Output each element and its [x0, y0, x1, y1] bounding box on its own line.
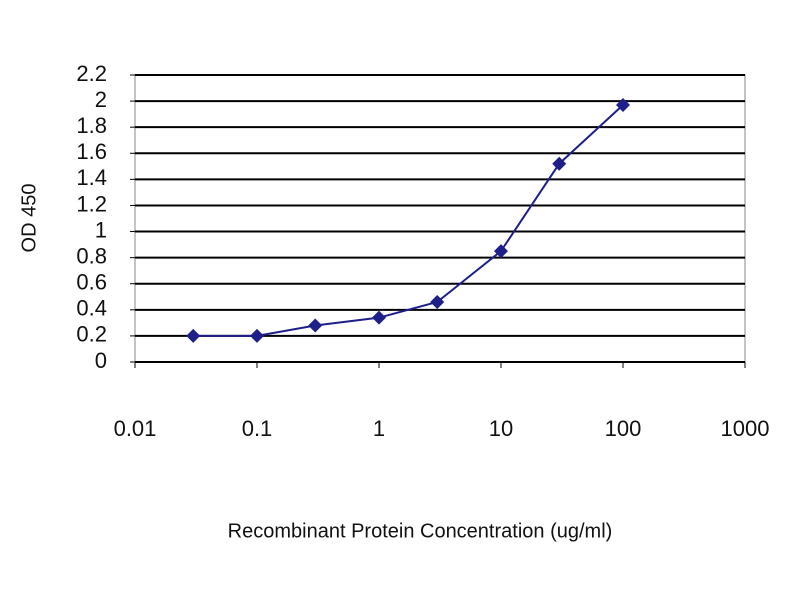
x-tick-label: 0.1 — [242, 416, 273, 441]
y-tick-label: 0.8 — [76, 243, 107, 268]
y-tick-label: 1.4 — [76, 165, 107, 190]
y-tick-label: 1.8 — [76, 113, 107, 138]
y-tick-label: 1.2 — [76, 191, 107, 216]
data-point — [494, 244, 508, 259]
x-tick-label: 1000 — [721, 416, 770, 441]
y-tick-label: 0.2 — [76, 322, 107, 347]
y-tick-label: 0.4 — [76, 296, 107, 321]
data-point — [616, 98, 630, 113]
data-point — [552, 156, 567, 171]
y-tick-label: 0 — [95, 348, 107, 373]
y-tick-label: 2.2 — [76, 61, 107, 86]
data-point — [430, 294, 445, 309]
x-tick-label: 100 — [605, 416, 642, 441]
data-point — [186, 328, 201, 343]
y-tick-label: 0.6 — [76, 270, 107, 295]
plot-area — [134, 74, 746, 363]
y-tick-label: 1 — [95, 217, 107, 242]
data-point — [250, 328, 264, 343]
x-axis-title: Recombinant Protein Concentration (ug/ml… — [228, 520, 613, 542]
y-axis-title: OD 450 — [18, 184, 40, 253]
data-point — [372, 310, 386, 325]
x-tick-label: 1 — [373, 416, 385, 441]
series-line — [193, 104, 624, 337]
data-point — [308, 318, 323, 333]
x-tick-label: 10 — [489, 416, 513, 441]
x-tick-label: 0.01 — [114, 416, 157, 441]
y-tick-label: 1.6 — [76, 139, 107, 164]
y-tick-label: 2 — [95, 87, 107, 112]
